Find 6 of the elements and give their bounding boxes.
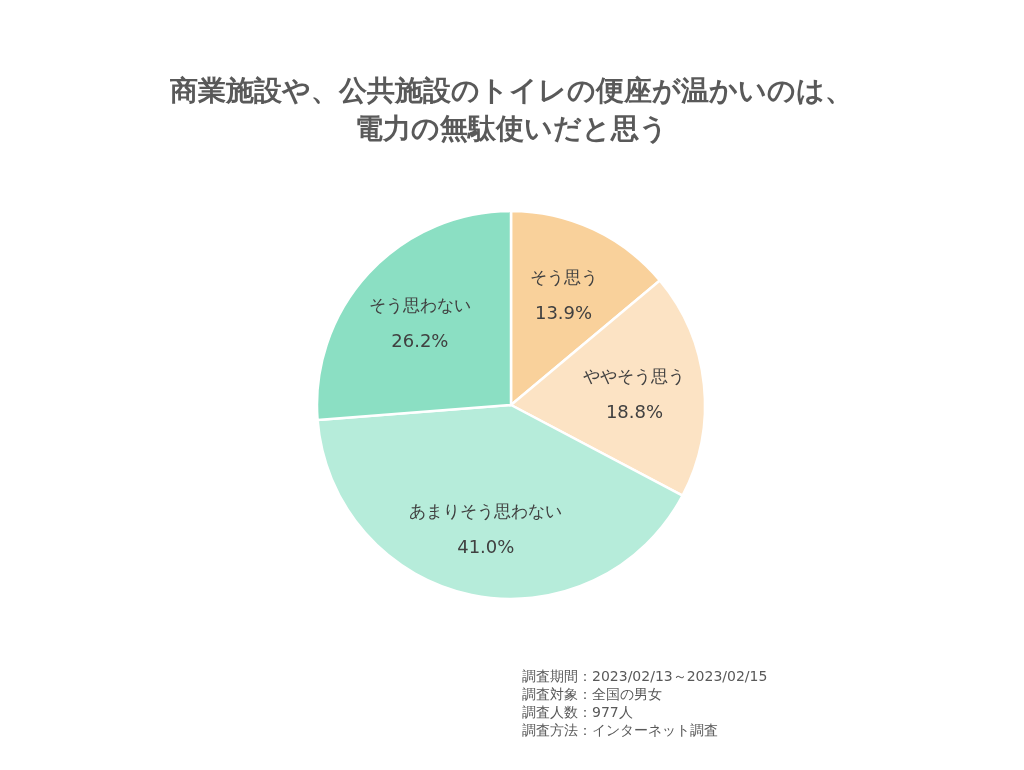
title: 電力の無駄使いだと思う (354, 112, 668, 145)
title: 商業施設や、公共施設のトイレの便座が温かいのは、 (169, 74, 853, 107)
note: 調査方法：インターネット調査 (522, 722, 718, 738)
note: 調査人数：977人 (522, 704, 633, 720)
note: 調査対象：全国の男女 (522, 686, 662, 702)
note: 調査期間：2023/02/13～2023/02/15 (522, 668, 768, 684)
